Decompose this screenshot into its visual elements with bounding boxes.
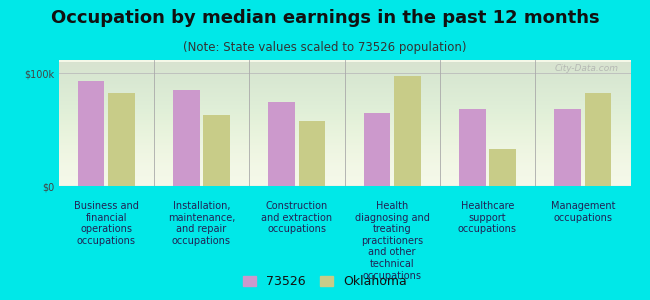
Bar xyxy=(173,90,200,186)
Bar xyxy=(394,76,421,186)
Legend: 73526, Oklahoma: 73526, Oklahoma xyxy=(240,273,410,291)
Text: Health
diagnosing and
treating
practitioners
and other
technical
occupations: Health diagnosing and treating practitio… xyxy=(355,201,430,280)
Text: (Note: State values scaled to 73526 population): (Note: State values scaled to 73526 popu… xyxy=(183,40,467,53)
Bar xyxy=(459,110,486,186)
Bar xyxy=(203,115,230,186)
Bar xyxy=(554,110,581,186)
Text: Construction
and extraction
occupations: Construction and extraction occupations xyxy=(261,201,332,234)
Text: Installation,
maintenance,
and repair
occupations: Installation, maintenance, and repair oc… xyxy=(168,201,235,246)
Bar xyxy=(77,81,104,186)
Text: Healthcare
support
occupations: Healthcare support occupations xyxy=(458,201,517,234)
Bar xyxy=(108,93,135,186)
Text: City-Data.com: City-Data.com xyxy=(555,64,619,73)
Text: Business and
financial
operations
occupations: Business and financial operations occupa… xyxy=(73,201,138,246)
Bar xyxy=(363,113,390,186)
Text: Management
occupations: Management occupations xyxy=(551,201,615,223)
Bar xyxy=(268,102,295,186)
Bar xyxy=(489,149,516,186)
Text: Occupation by median earnings in the past 12 months: Occupation by median earnings in the pas… xyxy=(51,9,599,27)
Bar xyxy=(299,121,326,186)
Bar xyxy=(585,93,612,186)
